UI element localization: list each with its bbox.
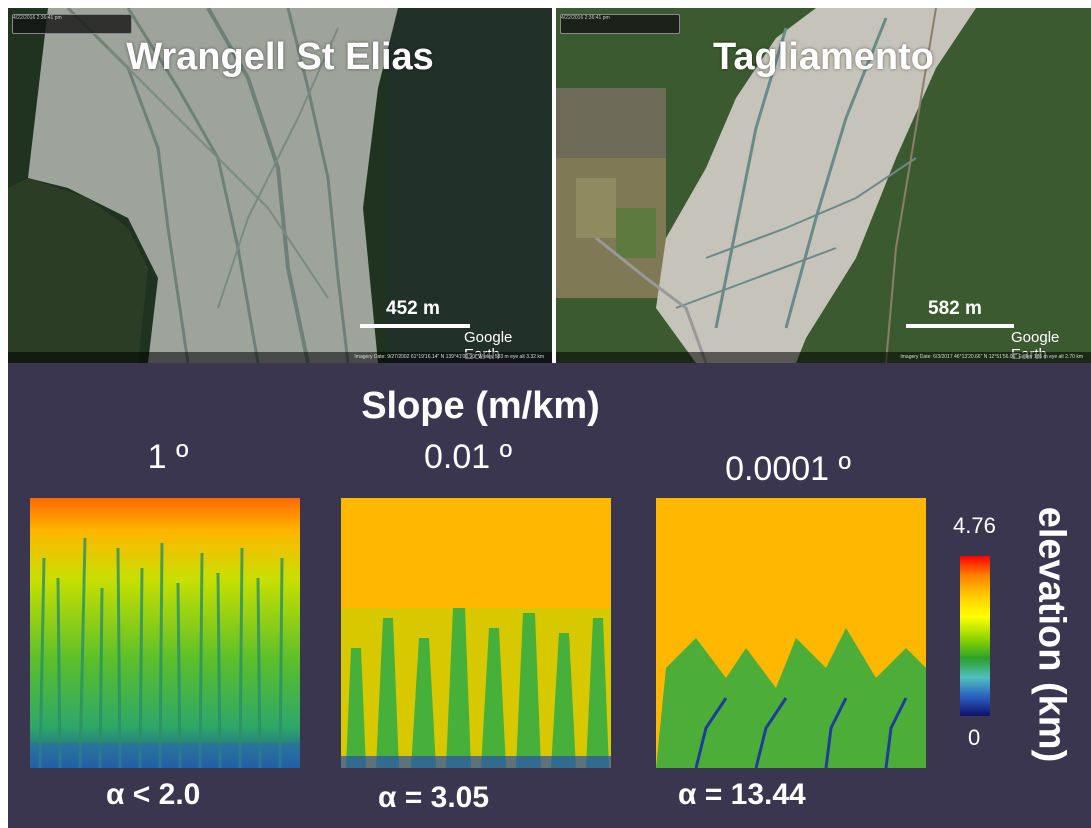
imagery-info: Imagery Date: 6/3/2017 46°13'20.66" N 12… xyxy=(556,352,1091,363)
alpha-label: α = 13.44 xyxy=(678,778,806,811)
photo-wrangell: 4/22/2016 2:36:41 pm Wrangell St Elias 4… xyxy=(8,8,552,363)
imagery-info: Imagery Date: 9/27/2002 61°19'16.14" N 1… xyxy=(8,352,552,363)
elevation-map-1 xyxy=(30,498,300,768)
simulation-panel: Slope (m/km) 1 º 0.01 º 0.0001 º xyxy=(8,363,1091,828)
elevation-map-3 xyxy=(656,498,926,768)
photo-tagliamento: 4/22/2016 2:36:41 pm Tagliamento 582 m G… xyxy=(556,8,1091,363)
angle-label: 0.0001 º xyxy=(725,450,851,488)
scale-label: 452 m xyxy=(386,298,440,319)
angle-label: 0.01 º xyxy=(423,438,513,476)
scale-label: 582 m xyxy=(928,298,982,319)
angle-label: 1 º xyxy=(147,438,189,476)
colorbar-max: 4.76 xyxy=(953,513,996,538)
time-label: 4/22/2016 2:36:41 pm xyxy=(561,15,610,21)
time-slider[interactable]: 4/22/2016 2:36:41 pm xyxy=(12,14,132,34)
colorbar xyxy=(960,556,990,716)
elevation-map-2 xyxy=(341,498,611,768)
colorbar-label: elevation (km) xyxy=(1030,506,1073,763)
time-label: 4/22/2016 2:36:41 pm xyxy=(13,15,62,21)
slope-title: Slope (m/km) xyxy=(361,385,600,427)
scale-bar xyxy=(906,324,1014,328)
time-slider[interactable]: 4/22/2016 2:36:41 pm xyxy=(560,14,680,34)
alpha-label: α = 3.05 xyxy=(378,781,490,814)
alpha-label: α < 2.0 xyxy=(106,778,201,811)
scale-bar xyxy=(360,324,470,328)
wrangell-image xyxy=(8,8,552,363)
colorbar-min: 0 xyxy=(968,725,981,750)
photo-title: Tagliamento xyxy=(713,36,934,78)
photo-title: Wrangell St Elias xyxy=(126,36,434,78)
tagliamento-image xyxy=(556,8,1091,363)
